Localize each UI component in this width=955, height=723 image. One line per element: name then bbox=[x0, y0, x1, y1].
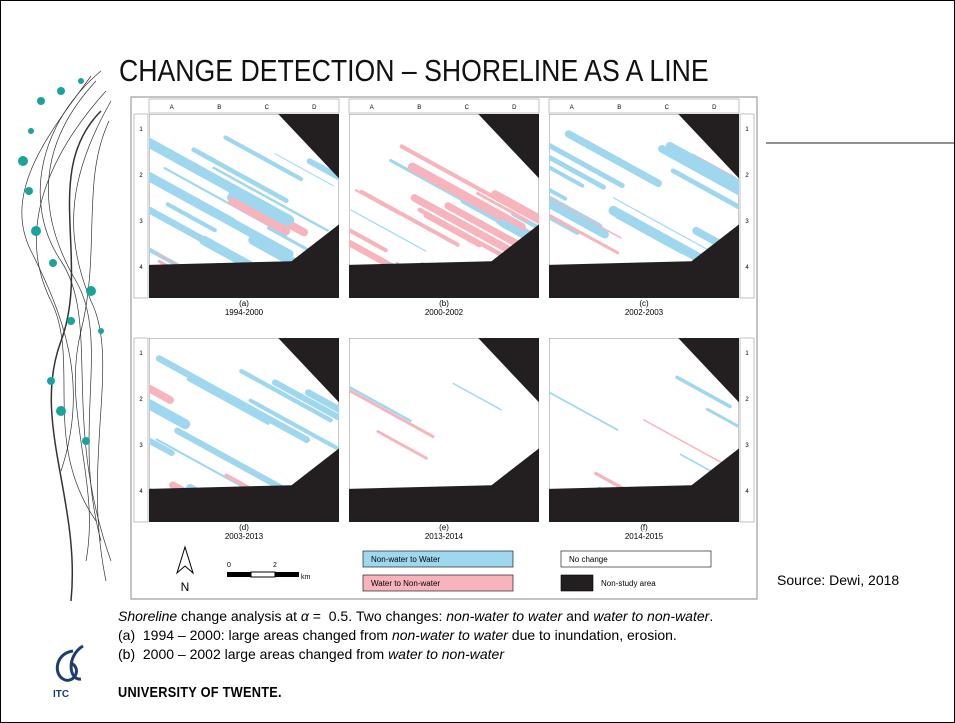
legend-label: Water to Non-water bbox=[371, 579, 440, 588]
logo-text: ITC bbox=[53, 689, 69, 700]
column-label: A bbox=[570, 105, 574, 111]
logo bbox=[57, 646, 83, 680]
column-label: B bbox=[417, 105, 421, 111]
panel-label: (c) bbox=[639, 299, 649, 308]
caption-segment: water to non-water bbox=[388, 646, 504, 662]
legend-label: Non-water to Water bbox=[371, 555, 440, 564]
column-label: C bbox=[465, 105, 470, 111]
column-label: B bbox=[617, 105, 621, 111]
panel-period: 2000-2002 bbox=[425, 308, 464, 317]
panel-label: (d) bbox=[239, 523, 249, 532]
caption-segment: (b) 2000 – 2002 large areas changed from bbox=[118, 646, 388, 662]
caption-segment: non-water to water bbox=[446, 608, 562, 624]
panel-period: 2003-2013 bbox=[225, 532, 264, 541]
column-label: D bbox=[712, 105, 717, 111]
caption-line: Shoreline change analysis at α = 0.5. Tw… bbox=[118, 607, 713, 626]
panel-label: (e) bbox=[439, 523, 449, 532]
caption-line: (a) 1994 – 2000: large areas changed fro… bbox=[118, 626, 713, 645]
caption-line: (b) 2000 – 2002 large areas changed from… bbox=[118, 645, 713, 664]
caption-segment: due to inundation, erosion. bbox=[508, 627, 677, 643]
panel-period: 2014-2015 bbox=[625, 532, 664, 541]
column-label: C bbox=[265, 105, 270, 111]
map-panel bbox=[534, 338, 844, 543]
column-label: A bbox=[370, 105, 374, 111]
caption-segment: non-water to water bbox=[392, 627, 508, 643]
column-label: C bbox=[665, 105, 670, 111]
panel-label: (a) bbox=[239, 299, 249, 308]
legend-label: Non-study area bbox=[601, 579, 656, 588]
scale-label: 2 bbox=[273, 562, 277, 569]
panel-label: (b) bbox=[439, 299, 449, 308]
slide-title: CHANGE DETECTION – SHORELINE AS A LINE bbox=[119, 53, 709, 89]
figure: ABCDABCDABCD1234123412341234(a)1994-2000… bbox=[113, 99, 844, 594]
caption-segment: change analysis at bbox=[177, 608, 301, 624]
legend-swatch bbox=[561, 575, 593, 591]
map-panel bbox=[512, 114, 816, 329]
column-label: D bbox=[312, 105, 317, 111]
source: Source: Dewi, 2018 bbox=[777, 572, 899, 588]
column-label: A bbox=[170, 105, 174, 111]
panel-period: 2013-2014 bbox=[425, 532, 464, 541]
scale-label: 0 bbox=[227, 562, 231, 569]
caption: Shoreline change analysis at α = 0.5. Tw… bbox=[118, 607, 713, 664]
caption-segment: . bbox=[709, 608, 713, 624]
caption-segment: α bbox=[301, 608, 309, 624]
university-name: UNIVERSITY OF TWENTE. bbox=[118, 684, 282, 701]
panel-period: 2002-2003 bbox=[625, 308, 664, 317]
decorative-swirl bbox=[22, 71, 111, 601]
column-strip bbox=[349, 99, 539, 113]
column-label: D bbox=[512, 105, 517, 111]
slide: ABCDABCDABCD1234123412341234(a)1994-2000… bbox=[0, 0, 955, 723]
scale-bar bbox=[227, 572, 299, 577]
caption-segment: Shoreline bbox=[118, 608, 177, 624]
scale-label: km bbox=[301, 574, 311, 581]
column-label: B bbox=[217, 105, 221, 111]
panel-label: (f) bbox=[640, 523, 648, 532]
caption-segment: (a) 1994 – 2000: large areas changed fro… bbox=[118, 627, 392, 643]
legend-label: No change bbox=[569, 555, 608, 564]
north-label: N bbox=[181, 580, 190, 594]
caption-segment: water to non-water bbox=[593, 608, 709, 624]
column-strip bbox=[549, 99, 739, 113]
caption-segment: and bbox=[562, 608, 593, 624]
panel-period: 1994-2000 bbox=[225, 308, 264, 317]
caption-segment: = 0.5. Two changes: bbox=[309, 608, 446, 624]
column-strip bbox=[149, 99, 339, 113]
